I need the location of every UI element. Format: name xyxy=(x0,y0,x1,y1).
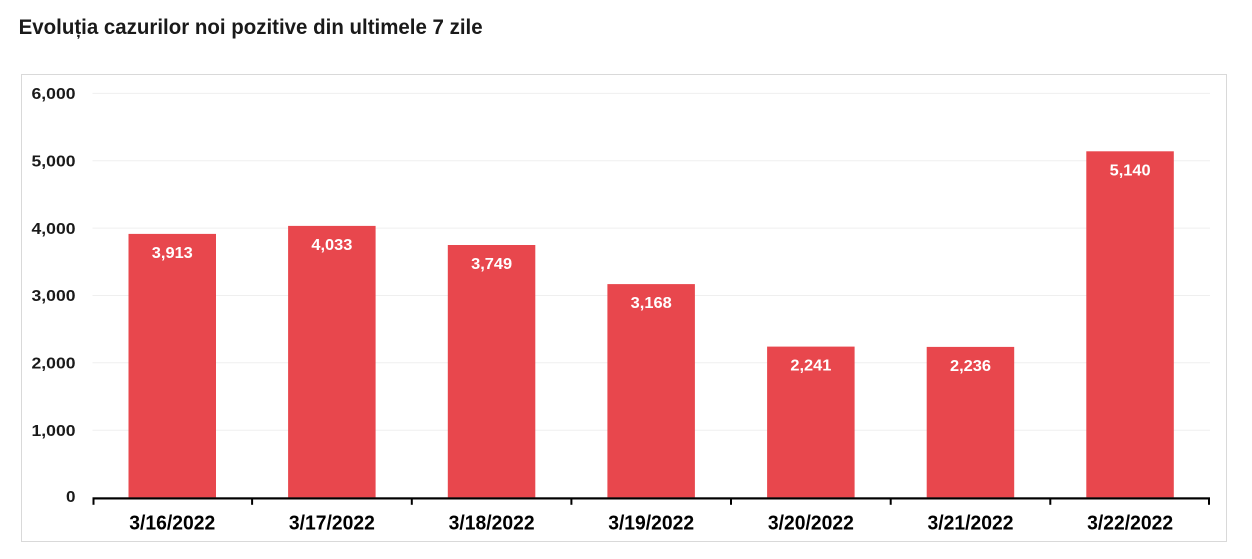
svg-text:5,140: 5,140 xyxy=(1110,162,1151,179)
svg-text:3/20/2022: 3/20/2022 xyxy=(768,513,854,535)
svg-text:3/22/2022: 3/22/2022 xyxy=(1087,513,1173,535)
svg-text:2,241: 2,241 xyxy=(790,358,831,375)
svg-text:4,033: 4,033 xyxy=(311,237,352,254)
svg-text:3,749: 3,749 xyxy=(471,256,512,273)
svg-text:3,000: 3,000 xyxy=(32,288,76,305)
svg-text:3/21/2022: 3/21/2022 xyxy=(928,513,1014,535)
svg-text:3/16/2022: 3/16/2022 xyxy=(129,513,215,535)
svg-text:1,000: 1,000 xyxy=(32,423,76,440)
svg-text:5,000: 5,000 xyxy=(32,154,76,171)
svg-text:6,000: 6,000 xyxy=(32,86,76,103)
svg-text:3/17/2022: 3/17/2022 xyxy=(289,513,375,535)
svg-text:3,168: 3,168 xyxy=(631,295,672,312)
svg-text:3,913: 3,913 xyxy=(152,245,193,262)
svg-text:4,000: 4,000 xyxy=(32,221,76,238)
svg-text:2,236: 2,236 xyxy=(950,358,991,375)
svg-text:Evoluția cazurilor noi pozitiv: Evoluția cazurilor noi pozitive din ulti… xyxy=(19,16,483,39)
svg-text:0: 0 xyxy=(66,489,76,506)
svg-text:2,000: 2,000 xyxy=(32,356,76,373)
svg-text:3/19/2022: 3/19/2022 xyxy=(608,513,694,535)
svg-text:3/18/2022: 3/18/2022 xyxy=(449,513,535,535)
